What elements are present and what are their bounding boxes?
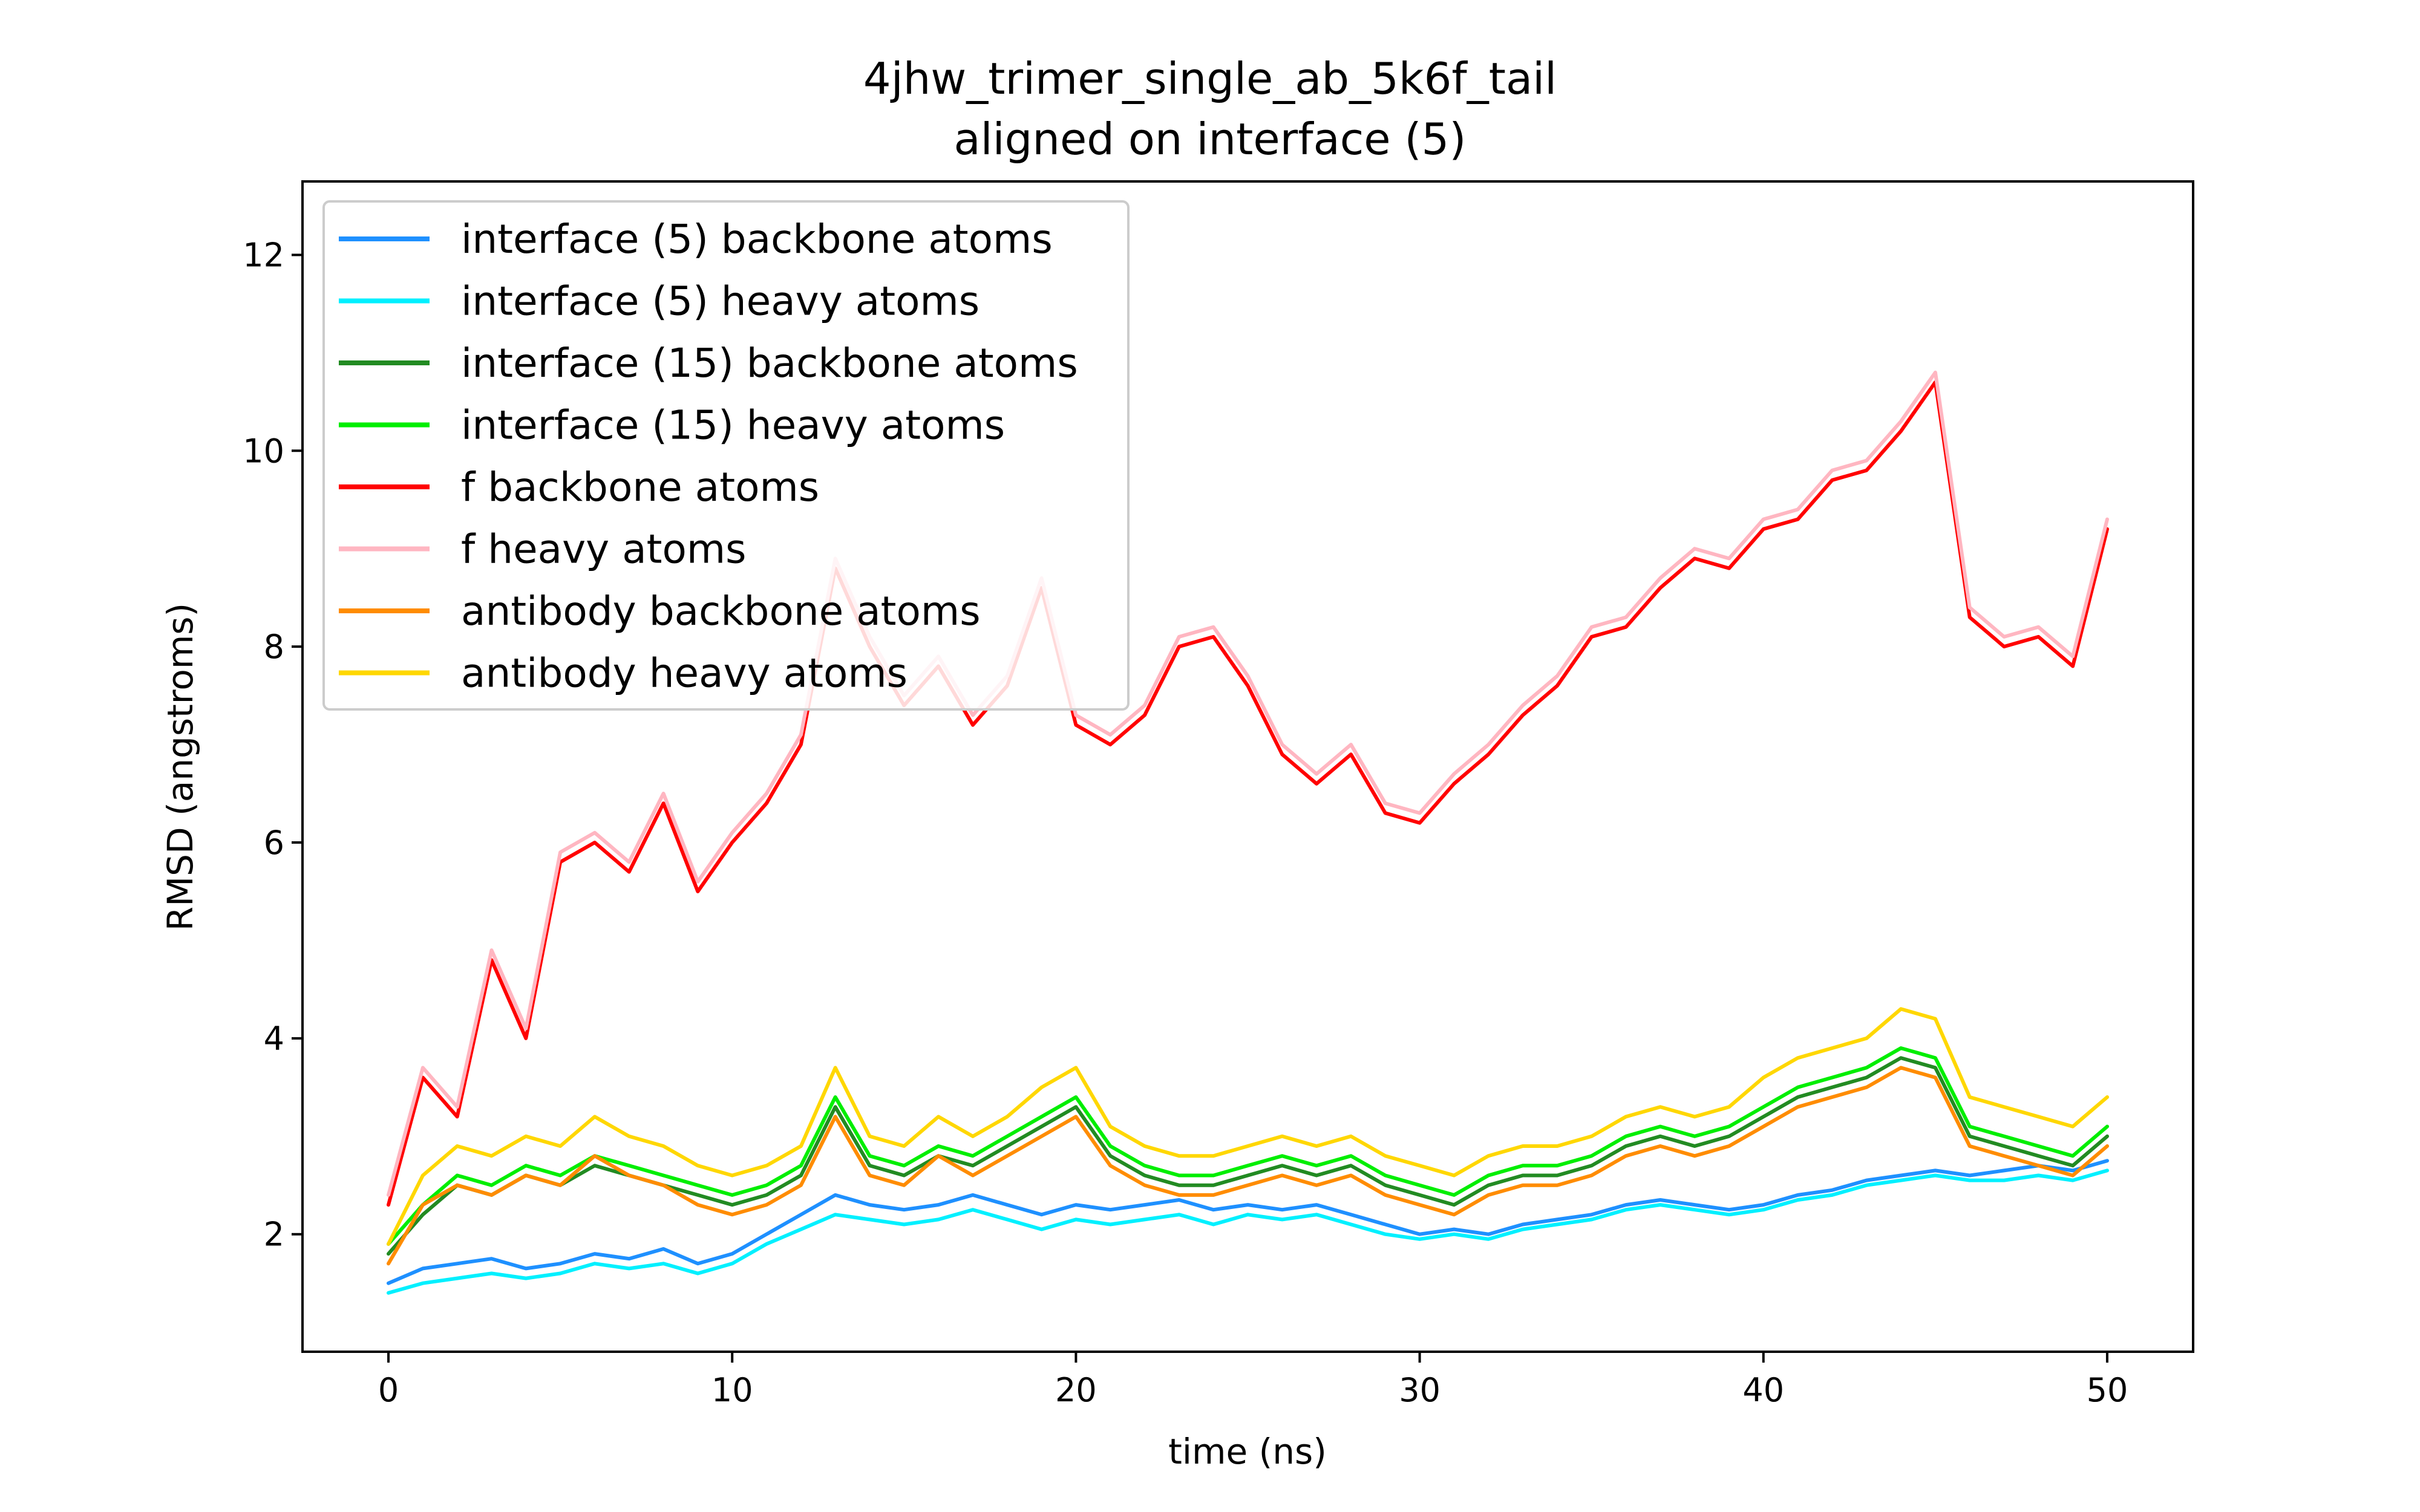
legend-label-4: f backbone atoms	[461, 464, 819, 510]
x-tick-label-1: 10	[711, 1371, 753, 1409]
series-line-1	[387, 1168, 2109, 1295]
legend-label-0: interface (5) backbone atoms	[461, 216, 1053, 262]
series-line-6	[387, 1066, 2109, 1266]
x-axis-ticks: 0 10 20 30 40 50	[378, 1352, 2128, 1409]
series-line-4	[387, 380, 2109, 1207]
legend-label-7: antibody heavy atoms	[461, 650, 908, 697]
x-tick-label-5: 50	[2087, 1371, 2128, 1409]
series-line-5	[387, 370, 2109, 1197]
x-tick-label-4: 40	[1742, 1371, 1784, 1409]
series-layer	[387, 370, 2109, 1295]
legend-label-1: interface (5) heavy atoms	[461, 278, 979, 325]
legend-label-6: antibody backbone atoms	[461, 588, 981, 634]
chart-title: 4jhw_trimer_single_ab_5k6f_tail	[863, 53, 1557, 104]
series-line-7	[387, 1007, 2109, 1246]
y-tick-label-2: 6	[264, 824, 284, 862]
y-axis-ticks: 2 4 6 8 10 12	[243, 236, 302, 1254]
chart-subtitle: aligned on interface (5)	[954, 114, 1467, 165]
y-tick-label-5: 12	[243, 236, 284, 274]
plot-area-frame	[301, 180, 2194, 1353]
y-tick-label-1: 4	[264, 1020, 284, 1058]
series-line-3	[387, 1046, 2109, 1246]
legend-box	[322, 200, 1130, 711]
x-tick-label-2: 20	[1055, 1371, 1097, 1409]
x-axis-label: time (ns)	[1168, 1431, 1327, 1472]
series-line-2	[387, 1056, 2109, 1256]
series-line-0	[387, 1159, 2109, 1285]
y-axis-label: RMSD (angstroms)	[160, 603, 201, 931]
y-tick-label-3: 8	[264, 628, 284, 666]
x-tick-label-0: 0	[378, 1371, 399, 1409]
legend: interface (5) backbone atoms interface (5…	[322, 200, 1130, 711]
y-tick-label-0: 2	[264, 1216, 284, 1254]
y-tick-label-4: 10	[243, 432, 284, 470]
legend-label-3: interface (15) heavy atoms	[461, 402, 1005, 449]
legend-label-2: interface (15) backbone atoms	[461, 340, 1078, 386]
legend-label-5: f heavy atoms	[461, 526, 747, 573]
x-tick-label-3: 30	[1399, 1371, 1441, 1409]
